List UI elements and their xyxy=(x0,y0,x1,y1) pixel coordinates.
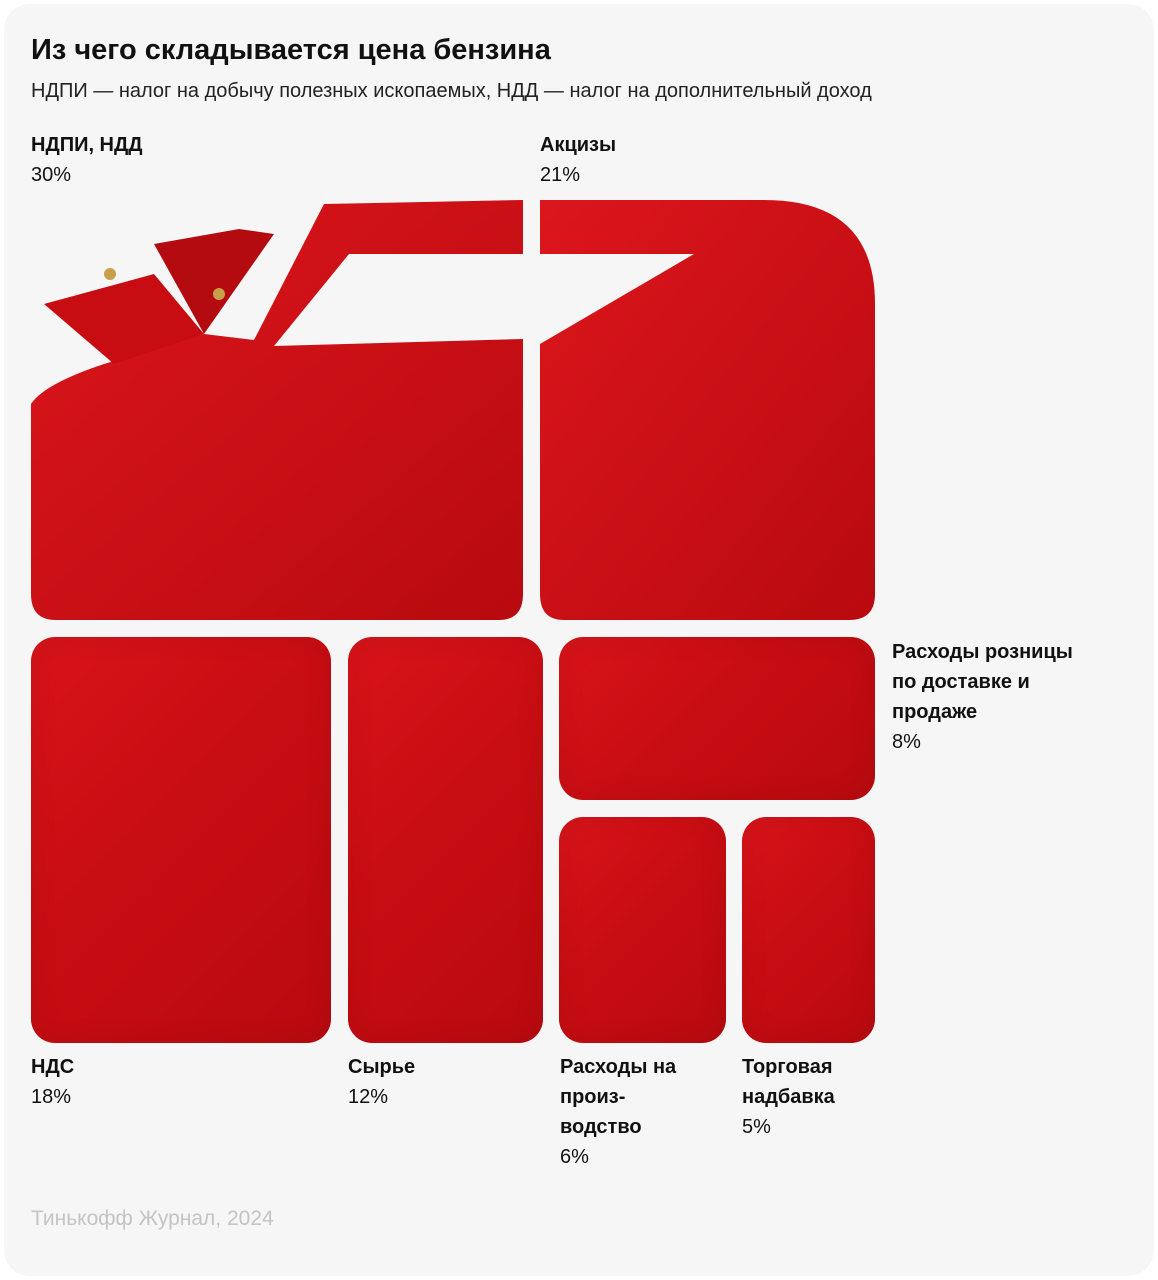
chart-subtitle: НДПИ — налог на добычу полезных ископаем… xyxy=(31,80,872,102)
tile-nadbavka xyxy=(742,817,875,1043)
label-proizvodstvo: Расходы на произ-водство 6% xyxy=(560,1056,677,1168)
tile-proizvodstvo xyxy=(559,817,726,1043)
jerrycan-top xyxy=(31,200,875,620)
label-nadbavka: Торговая надбавка 5% xyxy=(742,1056,835,1138)
handle-gap-right xyxy=(540,254,694,344)
label-nds: НДС 18% xyxy=(31,1056,75,1108)
tile-syre xyxy=(348,637,543,1043)
label-ndpi: НДПИ, НДД 30% xyxy=(31,134,143,186)
infographic-card: Из чего складывается цена бензина НДПИ —… xyxy=(4,4,1154,1276)
footer-credit: Тинькофф Журнал, 2024 xyxy=(31,1207,274,1230)
label-roznitsa: Расходы розницы по доставке и продаже 8% xyxy=(892,641,1073,753)
label-aktsizy: Акцизы 21% xyxy=(540,134,617,186)
label-syre: Сырье 12% xyxy=(348,1056,416,1108)
tile-aktsizy xyxy=(540,200,875,620)
spout-icon xyxy=(44,229,274,364)
tile-nds xyxy=(31,637,331,1043)
tile-roznitsa xyxy=(559,637,875,800)
chart-title: Из чего складывается цена бензина xyxy=(31,34,551,66)
tile-handle-gap xyxy=(274,254,523,346)
